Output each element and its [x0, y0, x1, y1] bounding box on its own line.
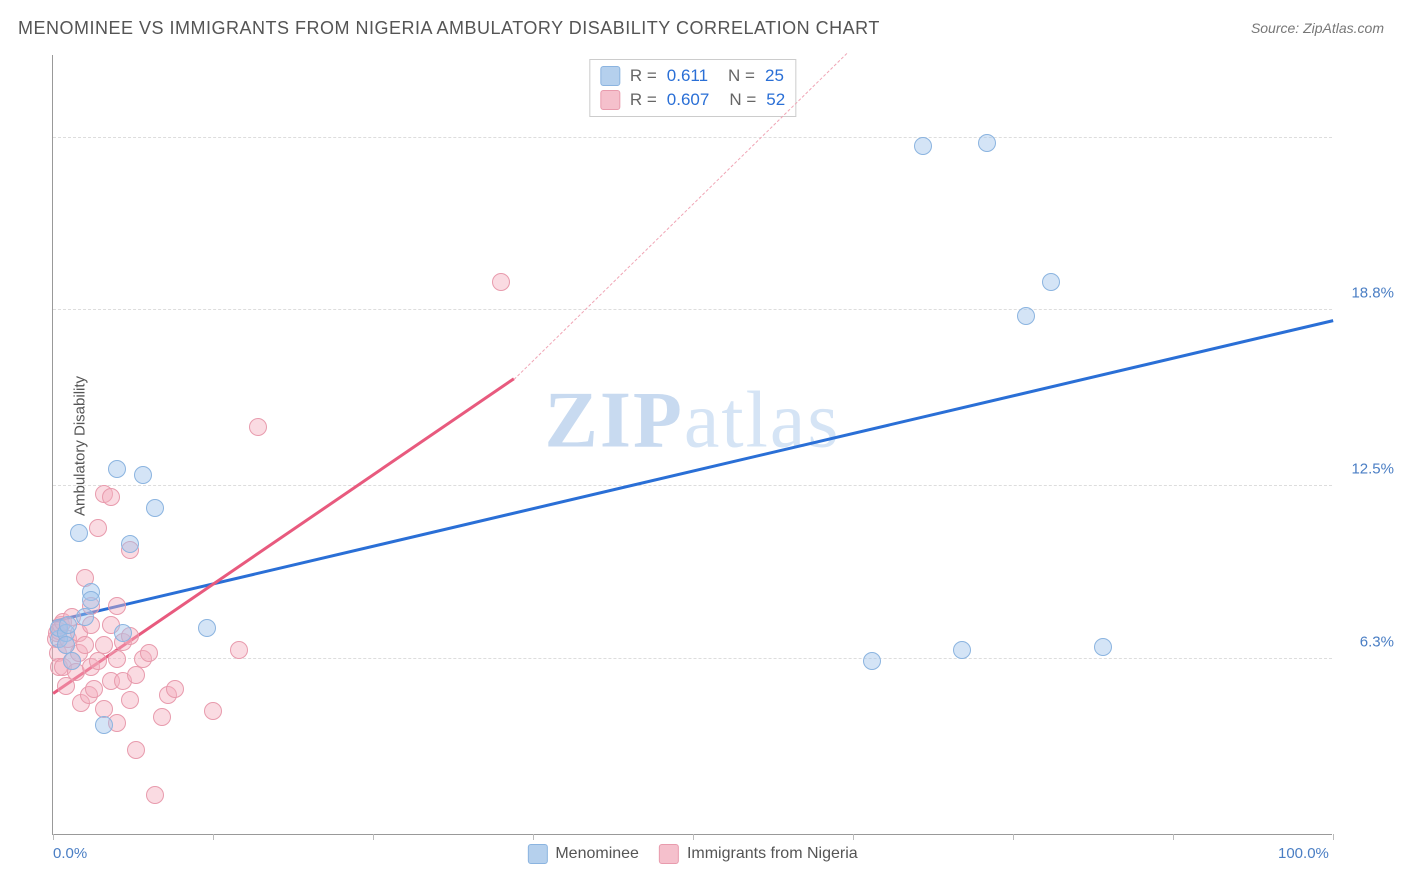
- data-point: [204, 702, 222, 720]
- data-point: [114, 624, 132, 642]
- data-point: [59, 616, 77, 634]
- data-point: [63, 652, 81, 670]
- x-tick: [373, 834, 374, 840]
- data-point: [95, 716, 113, 734]
- gridline-h: [53, 137, 1332, 138]
- data-point: [121, 691, 139, 709]
- x-tick: [1013, 834, 1014, 840]
- data-point: [863, 652, 881, 670]
- r-label: R =: [630, 66, 657, 86]
- data-point: [146, 499, 164, 517]
- source-label: Source: ZipAtlas.com: [1251, 20, 1384, 36]
- y-tick-label: 12.5%: [1351, 460, 1394, 477]
- data-point: [85, 680, 103, 698]
- n-value-blue: 25: [765, 66, 784, 86]
- x-tick-label: 100.0%: [1278, 845, 1329, 862]
- data-point: [134, 466, 152, 484]
- legend-swatch-blue: [527, 844, 547, 864]
- legend-item-blue: Menominee: [527, 844, 639, 864]
- data-point: [249, 418, 267, 436]
- gridline-h: [53, 309, 1332, 310]
- gridline-h: [53, 658, 1332, 659]
- data-point: [914, 137, 932, 155]
- legend-item-pink: Immigrants from Nigeria: [659, 844, 858, 864]
- data-point: [108, 460, 126, 478]
- data-point: [127, 666, 145, 684]
- data-point: [978, 134, 996, 152]
- watermark-bold: ZIP: [545, 377, 684, 465]
- data-point: [153, 708, 171, 726]
- x-tick-label: 0.0%: [53, 845, 87, 862]
- watermark-light: atlas: [684, 377, 841, 465]
- x-tick: [53, 834, 54, 840]
- watermark: ZIPatlas: [545, 376, 841, 467]
- data-point: [492, 273, 510, 291]
- r-value-blue: 0.611: [667, 66, 708, 86]
- x-tick: [1173, 834, 1174, 840]
- x-tick: [693, 834, 694, 840]
- data-point: [102, 488, 120, 506]
- data-point: [1042, 273, 1060, 291]
- data-point: [953, 641, 971, 659]
- data-point: [76, 608, 94, 626]
- x-tick: [533, 834, 534, 840]
- x-tick: [213, 834, 214, 840]
- x-tick: [1333, 834, 1334, 840]
- data-point: [70, 524, 88, 542]
- data-point: [127, 741, 145, 759]
- r-label: R =: [630, 90, 657, 110]
- data-point: [82, 591, 100, 609]
- legend-row-pink: R = 0.607 N = 52: [600, 88, 785, 112]
- x-tick: [853, 834, 854, 840]
- y-tick-label: 6.3%: [1360, 633, 1394, 650]
- data-point: [198, 619, 216, 637]
- correlation-legend: R = 0.611 N = 25 R = 0.607 N = 52: [589, 59, 796, 117]
- legend-swatch-blue: [600, 66, 620, 86]
- data-point: [89, 652, 107, 670]
- legend-label-pink: Immigrants from Nigeria: [687, 845, 858, 863]
- n-value-pink: 52: [766, 90, 785, 110]
- legend-label-blue: Menominee: [555, 845, 639, 863]
- data-point: [76, 636, 94, 654]
- data-point: [166, 680, 184, 698]
- r-value-pink: 0.607: [667, 90, 710, 110]
- n-label: N =: [729, 90, 756, 110]
- trend-line: [53, 319, 1334, 622]
- legend-swatch-pink: [659, 844, 679, 864]
- legend-swatch-pink: [600, 90, 620, 110]
- data-point: [121, 535, 139, 553]
- data-point: [89, 519, 107, 537]
- y-tick-label: 18.8%: [1351, 285, 1394, 302]
- data-point: [108, 650, 126, 668]
- plot-area: ZIPatlas R = 0.611 N = 25 R = 0.607 N = …: [52, 55, 1332, 835]
- data-point: [230, 641, 248, 659]
- data-point: [146, 786, 164, 804]
- data-point: [57, 636, 75, 654]
- gridline-h: [53, 485, 1332, 486]
- series-legend: Menominee Immigrants from Nigeria: [527, 844, 857, 864]
- data-point: [1094, 638, 1112, 656]
- legend-row-blue: R = 0.611 N = 25: [600, 64, 785, 88]
- data-point: [108, 597, 126, 615]
- n-label: N =: [728, 66, 755, 86]
- chart-title: MENOMINEE VS IMMIGRANTS FROM NIGERIA AMB…: [18, 18, 880, 39]
- data-point: [140, 644, 158, 662]
- data-point: [1017, 307, 1035, 325]
